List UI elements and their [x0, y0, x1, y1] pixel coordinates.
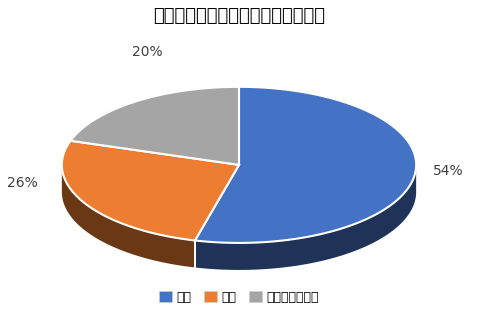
Polygon shape [195, 166, 416, 270]
Polygon shape [195, 87, 416, 243]
Text: 20%: 20% [131, 45, 162, 59]
Text: 26%: 26% [8, 176, 38, 190]
Polygon shape [70, 87, 239, 165]
Polygon shape [62, 141, 239, 240]
Text: ハイエースの乗り心地の満足度調査: ハイエースの乗り心地の満足度調査 [153, 7, 325, 25]
Polygon shape [62, 165, 195, 268]
Legend: 満足, 不満, どちらでもない: 満足, 不満, どちらでもない [154, 286, 324, 309]
Text: 54%: 54% [433, 164, 463, 178]
